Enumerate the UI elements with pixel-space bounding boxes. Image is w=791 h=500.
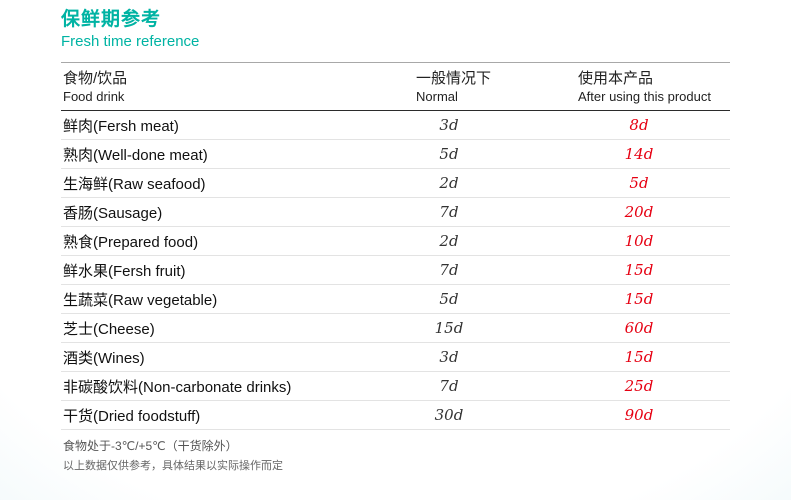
normal-cell: 2d: [416, 232, 578, 251]
after-cell: 10d: [578, 232, 730, 251]
after-value: 8d: [629, 115, 649, 134]
header-col-normal: 一般情况下 Normal: [416, 69, 578, 105]
food-name: 生蔬菜(Raw vegetable): [63, 291, 218, 309]
normal-cell: 5d: [416, 145, 578, 164]
after-cell: 20d: [578, 203, 730, 222]
header-col-food: 食物/饮品 Food drink: [61, 69, 416, 105]
header-col-after: 使用本产品 After using this product: [578, 69, 730, 105]
table-header: 食物/饮品 Food drink 一般情况下 Normal 使用本产品 Afte…: [61, 62, 730, 111]
after-cell: 15d: [578, 290, 730, 309]
food-name: 芝士(Cheese): [63, 320, 155, 338]
normal-cell: 3d: [416, 348, 578, 367]
after-cell: 5d: [578, 174, 730, 193]
table-row: 熟肉(Well-done meat) 5d 14d: [61, 140, 730, 169]
header-normal-cn: 一般情况下: [416, 70, 492, 87]
fresh-time-table: 食物/饮品 Food drink 一般情况下 Normal 使用本产品 Afte…: [61, 62, 730, 430]
table-body: 鲜肉(Fersh meat) 3d 8d 熟肉(Well-done meat) …: [61, 111, 730, 430]
normal-cell: 7d: [416, 261, 578, 280]
food-name: 香肠(Sausage): [63, 204, 163, 222]
normal-value: 7d: [439, 202, 459, 221]
table-row: 非碳酸饮料(Non-carbonate drinks) 7d 25d: [61, 372, 730, 401]
food-name: 鲜水果(Fersh fruit): [63, 262, 186, 280]
normal-cell: 15d: [416, 319, 578, 338]
normal-cell: 2d: [416, 174, 578, 193]
page-title-en: Fresh time reference: [61, 33, 200, 50]
after-value: 90d: [624, 405, 654, 424]
after-value: 25d: [624, 376, 654, 395]
food-name: 生海鲜(Raw seafood): [63, 175, 206, 193]
footnote-disclaimer: 以上数据仅供参考，具体结果以实际操作而定: [63, 460, 283, 472]
content-area: 保鲜期参考 Fresh time reference 食物/饮品 Food dr…: [61, 8, 730, 473]
normal-cell: 30d: [416, 406, 578, 425]
food-name: 熟食(Prepared food): [63, 233, 199, 251]
table-row: 芝士(Cheese) 15d 60d: [61, 314, 730, 343]
after-value: 60d: [624, 318, 654, 337]
after-value: 15d: [624, 289, 654, 308]
normal-cell: 7d: [416, 377, 578, 396]
header-food-en: Food drink: [63, 89, 125, 104]
table-row: 生海鲜(Raw seafood) 2d 5d: [61, 169, 730, 198]
normal-cell: 5d: [416, 290, 578, 309]
after-cell: 8d: [578, 116, 730, 135]
normal-value: 30d: [434, 405, 464, 424]
normal-cell: 3d: [416, 116, 578, 135]
normal-value: 7d: [439, 260, 459, 279]
footnote-temperature: 食物处于-3℃/+5℃（干货除外）: [63, 439, 238, 453]
normal-value: 5d: [439, 289, 459, 308]
after-value: 5d: [629, 173, 649, 192]
after-value: 10d: [624, 231, 654, 250]
normal-value: 2d: [439, 231, 459, 250]
normal-value: 3d: [439, 115, 459, 134]
header-after-cn: 使用本产品: [578, 70, 654, 87]
after-value: 14d: [624, 144, 654, 163]
table-row: 酒类(Wines) 3d 15d: [61, 343, 730, 372]
after-cell: 90d: [578, 406, 730, 425]
footnotes: 食物处于-3℃/+5℃（干货除外） 以上数据仅供参考，具体结果以实际操作而定: [61, 430, 730, 473]
table-row: 鲜肉(Fersh meat) 3d 8d: [61, 111, 730, 140]
table-row: 生蔬菜(Raw vegetable) 5d 15d: [61, 285, 730, 314]
header-after-en: After using this product: [578, 89, 711, 104]
after-cell: 60d: [578, 319, 730, 338]
table-row: 熟食(Prepared food) 2d 10d: [61, 227, 730, 256]
after-cell: 14d: [578, 145, 730, 164]
normal-value: 2d: [439, 173, 459, 192]
after-value: 15d: [624, 260, 654, 279]
page-title-cn: 保鲜期参考: [61, 9, 162, 30]
after-cell: 25d: [578, 377, 730, 396]
after-cell: 15d: [578, 348, 730, 367]
normal-value: 7d: [439, 376, 459, 395]
food-name: 干货(Dried foodstuff): [63, 407, 201, 425]
table-row: 香肠(Sausage) 7d 20d: [61, 198, 730, 227]
after-value: 15d: [624, 347, 654, 366]
normal-value: 15d: [434, 318, 464, 337]
normal-value: 5d: [439, 144, 459, 163]
normal-value: 3d: [439, 347, 459, 366]
normal-cell: 7d: [416, 203, 578, 222]
table-row: 干货(Dried foodstuff) 30d 90d: [61, 401, 730, 430]
after-value: 20d: [624, 202, 654, 221]
header-food-cn: 食物/饮品: [63, 70, 128, 87]
food-name: 非碳酸饮料(Non-carbonate drinks): [63, 378, 292, 396]
after-cell: 15d: [578, 261, 730, 280]
food-name: 酒类(Wines): [63, 349, 145, 367]
header-normal-en: Normal: [416, 89, 458, 104]
food-name: 鲜肉(Fersh meat): [63, 117, 179, 135]
page-title: 保鲜期参考 Fresh time reference: [61, 8, 730, 51]
table-row: 鲜水果(Fersh fruit) 7d 15d: [61, 256, 730, 285]
food-name: 熟肉(Well-done meat): [63, 146, 208, 164]
